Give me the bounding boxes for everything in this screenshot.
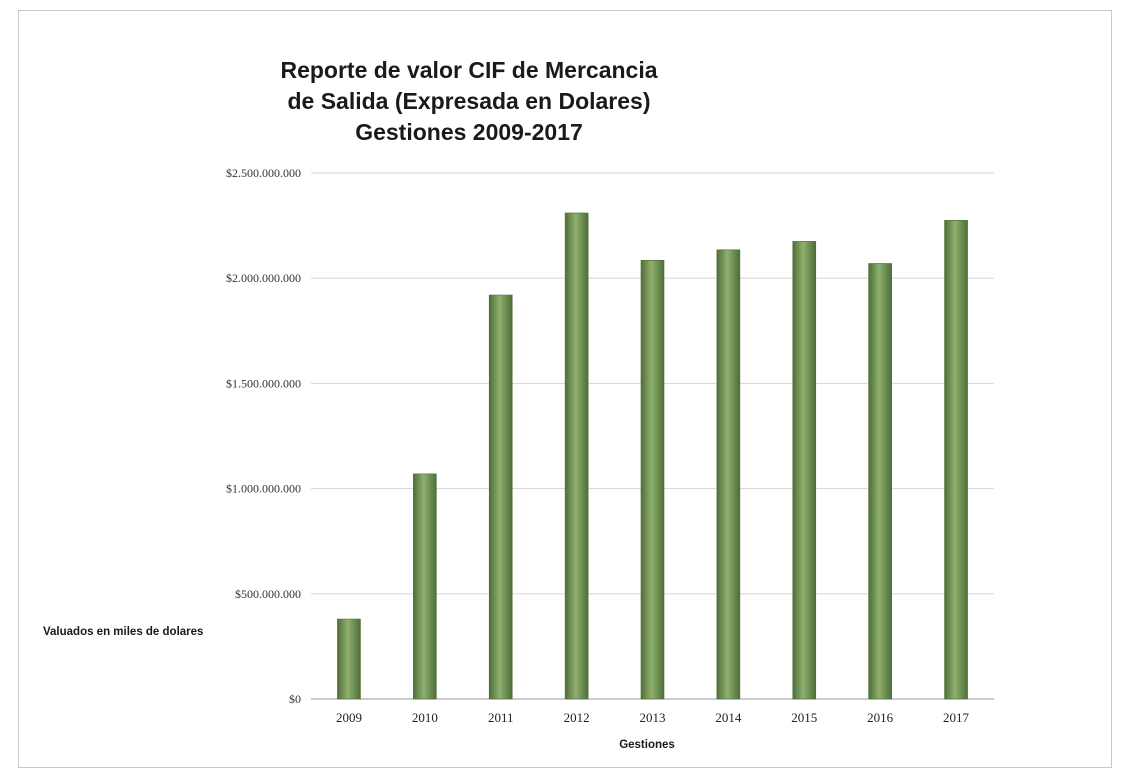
x-axis-tick-labels: 2009 2010 2011 2012 2013 2014 2015 2016 2017 xyxy=(336,710,970,725)
y-axis-tick-labels: $0 $500.000.000 $1.000.000.000 $1.500.000.0… xyxy=(226,166,301,706)
x-tick-label: 2012 xyxy=(564,710,590,725)
y-tick-label: $2.500.000.000 xyxy=(226,166,301,180)
y-tick-label: $1.500.000.000 xyxy=(226,376,301,390)
chart-title-line-3: Gestiones 2009-2017 xyxy=(355,119,583,145)
bar-2012 xyxy=(564,212,589,700)
chart-frame: Reporte de valor CIF de Mercancia de Sal… xyxy=(18,10,1112,768)
bar-2009 xyxy=(337,618,361,700)
x-tick-label: 2009 xyxy=(336,710,362,725)
y-tick-label: $500.000.000 xyxy=(235,587,301,601)
x-tick-label: 2015 xyxy=(791,710,817,725)
bar-2016 xyxy=(868,263,892,700)
y-tick-label: $0 xyxy=(289,692,301,706)
x-tick-label: 2017 xyxy=(943,710,970,725)
bar-chart: Reporte de valor CIF de Mercancia de Sal… xyxy=(43,57,994,751)
bars xyxy=(337,212,968,700)
bar-2017 xyxy=(944,220,968,700)
x-tick-label: 2011 xyxy=(488,710,514,725)
x-tick-label: 2014 xyxy=(715,710,742,725)
x-axis-label: Gestiones xyxy=(619,739,675,751)
bar-2011 xyxy=(488,294,513,700)
bar-2015 xyxy=(792,241,817,700)
bar-2014 xyxy=(716,249,741,700)
bar-2010 xyxy=(413,473,437,700)
bar-2013 xyxy=(640,260,665,700)
y-tick-label: $1.000.000.000 xyxy=(226,482,301,496)
y-tick-label: $2.000.000.000 xyxy=(226,271,301,285)
x-tick-label: 2016 xyxy=(867,710,894,725)
chart-title-line-2: de Salida (Expresada en Dolares) xyxy=(287,88,650,114)
x-tick-label: 2010 xyxy=(412,710,438,725)
units-annotation: Valuados en miles de dolares xyxy=(43,626,203,638)
chart-title-line-1: Reporte de valor CIF de Mercancia xyxy=(280,57,657,83)
x-tick-label: 2013 xyxy=(640,710,666,725)
